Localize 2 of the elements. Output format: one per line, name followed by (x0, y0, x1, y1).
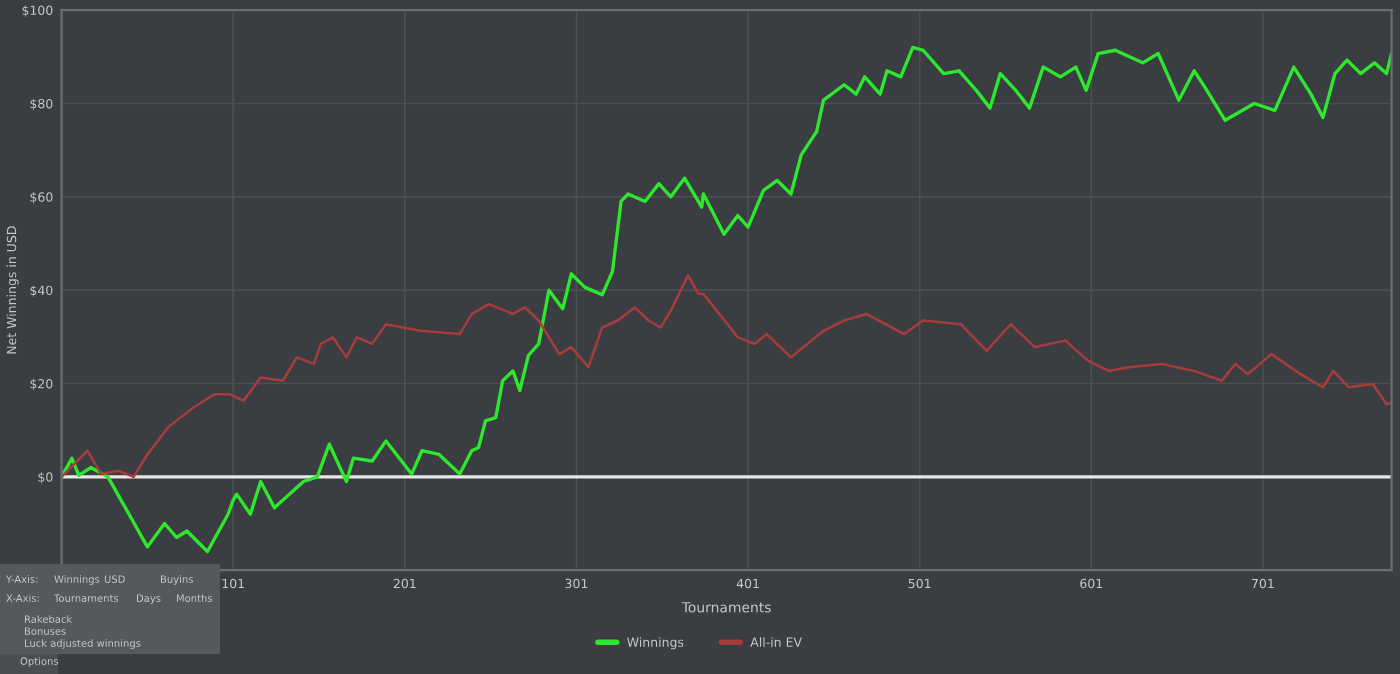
line-series (61, 273, 1392, 479)
line-series (61, 45, 1392, 554)
